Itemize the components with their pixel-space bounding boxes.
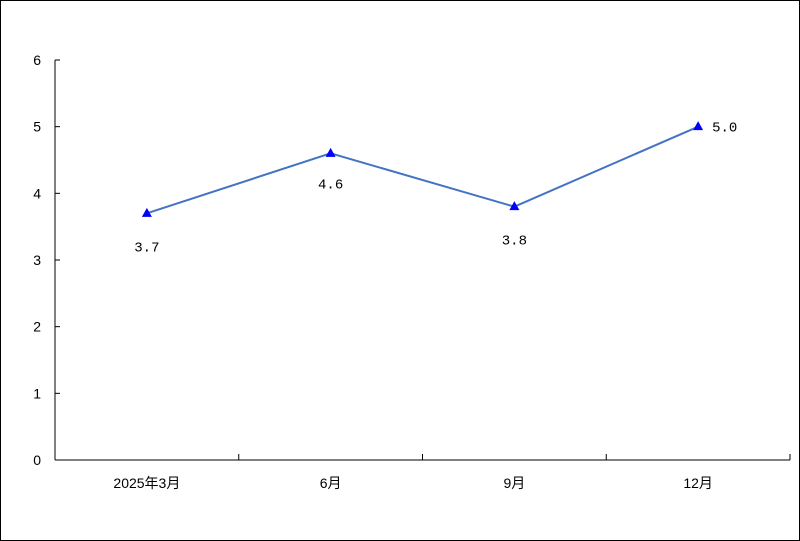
data-labels: 3.7 4.6 3.8 5.0 [134, 121, 737, 257]
y-tick-label: 4 [33, 185, 41, 201]
y-tick-label: 3 [33, 252, 41, 268]
y-tick-label: 2 [33, 319, 41, 335]
axes [54, 60, 790, 461]
x-tick-label: 12月 [683, 475, 713, 491]
x-ticks: 2025年3月 6月 9月 12月 [113, 454, 791, 491]
data-point-marker [141, 207, 152, 217]
y-tick-label: 5 [33, 119, 41, 135]
y-ticks: 0 1 2 3 4 5 6 [33, 52, 60, 468]
data-point-marker [325, 147, 336, 157]
data-point-marker [509, 201, 520, 211]
y-tick-label: 6 [33, 52, 41, 68]
x-tick-label: 2025年3月 [113, 475, 180, 491]
data-label: 3.8 [502, 234, 527, 250]
x-tick-label: 6月 [320, 475, 342, 491]
x-tick-label: 9月 [503, 475, 525, 491]
y-tick-label: 0 [33, 452, 41, 468]
series-line [146, 125, 699, 215]
data-label: 4.6 [318, 177, 343, 193]
data-point-marker [693, 121, 704, 131]
series-group [141, 121, 704, 217]
data-label: 5.0 [712, 121, 737, 137]
y-tick-label: 1 [33, 385, 41, 401]
data-label: 3.7 [134, 240, 159, 256]
